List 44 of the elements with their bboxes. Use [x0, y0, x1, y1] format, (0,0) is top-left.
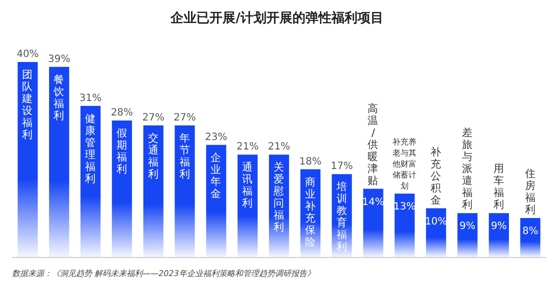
x-tick-label: 交通福利	[148, 131, 159, 180]
data-label: 14%	[362, 196, 384, 208]
chart-title: 企业已开展/计划开展的弹性福利项目	[170, 10, 384, 26]
data-label: 21%	[236, 142, 259, 153]
x-tick-label: 商业补充保险	[304, 175, 316, 248]
bar	[363, 188, 384, 257]
x-tick-label: 年节福利	[179, 132, 190, 180]
data-label: 21%	[268, 142, 290, 153]
data-label: 9%	[490, 221, 507, 232]
x-tick-label: 通讯福利	[242, 160, 254, 210]
x-tick-label: 培训教育福利	[335, 180, 348, 254]
x-tick-label: 高温/供暖津贴	[368, 102, 379, 187]
data-label: 40%	[16, 49, 39, 60]
x-tick-label: 餐饮福利	[52, 74, 65, 122]
data-label: 9%	[460, 221, 476, 232]
bar	[112, 120, 132, 257]
x-tick-label: 假期福利	[116, 128, 128, 176]
x-tick-label: 团队建设福利	[21, 69, 34, 141]
x-tick-label: 住房福利	[524, 168, 536, 216]
x-tick-label: 用车福利	[493, 163, 504, 212]
data-label: 18%	[299, 156, 322, 168]
data-label: 31%	[79, 92, 102, 104]
x-tick-label: 健康管理福利	[85, 112, 96, 185]
x-tick-label: 关爱慰问福利	[272, 160, 284, 234]
bar	[520, 218, 540, 257]
x-tick-label: 补充养老与其他财富储蓄计划	[392, 138, 417, 191]
x-tick-label: 差旅与派遣福利	[462, 127, 473, 212]
bar	[174, 125, 195, 257]
bar	[49, 66, 70, 257]
bar	[143, 125, 164, 257]
x-tick-label: 补充公积金	[430, 145, 442, 206]
source-note: 数据来源：《洞见趋势 解码未来福利——2023年企业福利策略和管理趋势调研报告》	[12, 269, 315, 278]
data-label: 39%	[48, 54, 70, 65]
bar	[18, 62, 38, 257]
data-label: 28%	[110, 108, 134, 118]
data-label: 17%	[330, 161, 353, 172]
bar	[457, 213, 478, 257]
data-label: 8%	[522, 226, 538, 237]
bar	[488, 213, 509, 257]
data-label: 23%	[205, 132, 228, 143]
x-tick-label: 企业年金	[210, 152, 222, 200]
data-label: 27%	[142, 112, 164, 124]
data-label: 27%	[174, 112, 196, 124]
bar	[206, 144, 226, 257]
